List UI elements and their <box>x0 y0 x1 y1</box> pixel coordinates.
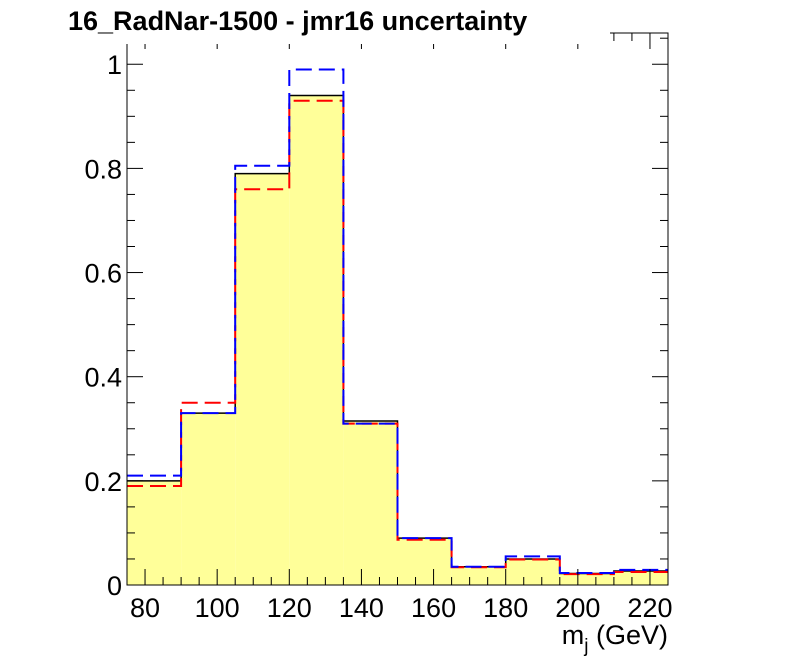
x-tick-label: 120 <box>267 593 312 623</box>
x-axis-label: mj (GeV) <box>562 620 668 657</box>
histogram-bar <box>181 413 236 585</box>
histogram-bar <box>235 173 290 586</box>
y-tick-label: 0.4 <box>84 363 122 393</box>
title-box <box>60 0 610 44</box>
histogram-bar <box>451 566 506 585</box>
x-tick-label: 80 <box>130 593 160 623</box>
histogram-fill-layer <box>127 95 668 586</box>
histogram-lines-layer <box>127 68 668 576</box>
y-tick-label: 0 <box>107 571 122 601</box>
y-tick-labels: 0 0.2 0.4 0.6 0.8 1 <box>84 50 122 601</box>
x-tick-label: 160 <box>411 593 456 623</box>
y-tick-label: 1 <box>107 50 122 80</box>
histogram-bar <box>343 420 398 585</box>
histogram-bar <box>559 573 614 585</box>
chart-title: 16_RadNar-1500 - jmr16 uncertainty <box>68 6 528 36</box>
y-tick-label: 0.8 <box>84 154 122 184</box>
x-tick-label: 100 <box>195 593 240 623</box>
y-tick-label: 0.2 <box>84 467 122 497</box>
x-tick-label: 220 <box>627 593 672 623</box>
histogram-bar <box>289 95 344 585</box>
x-tick-label: 200 <box>555 593 600 623</box>
histogram-bar <box>505 558 560 585</box>
x-axis-label-subscript: j <box>583 636 588 657</box>
x-axis-label-main: m <box>562 620 585 650</box>
x-axis-label-unit: (GeV) <box>588 620 668 650</box>
x-tick-label: 140 <box>339 593 384 623</box>
histogram-bar <box>397 538 452 585</box>
x-tick-labels: 80 100 120 140 160 180 200 220 <box>130 593 672 623</box>
variation-up-line <box>127 68 668 575</box>
x-tick-label: 180 <box>483 593 528 623</box>
histogram-bar <box>127 480 182 585</box>
y-tick-label: 0.6 <box>84 259 122 289</box>
histogram-bar <box>613 570 668 585</box>
